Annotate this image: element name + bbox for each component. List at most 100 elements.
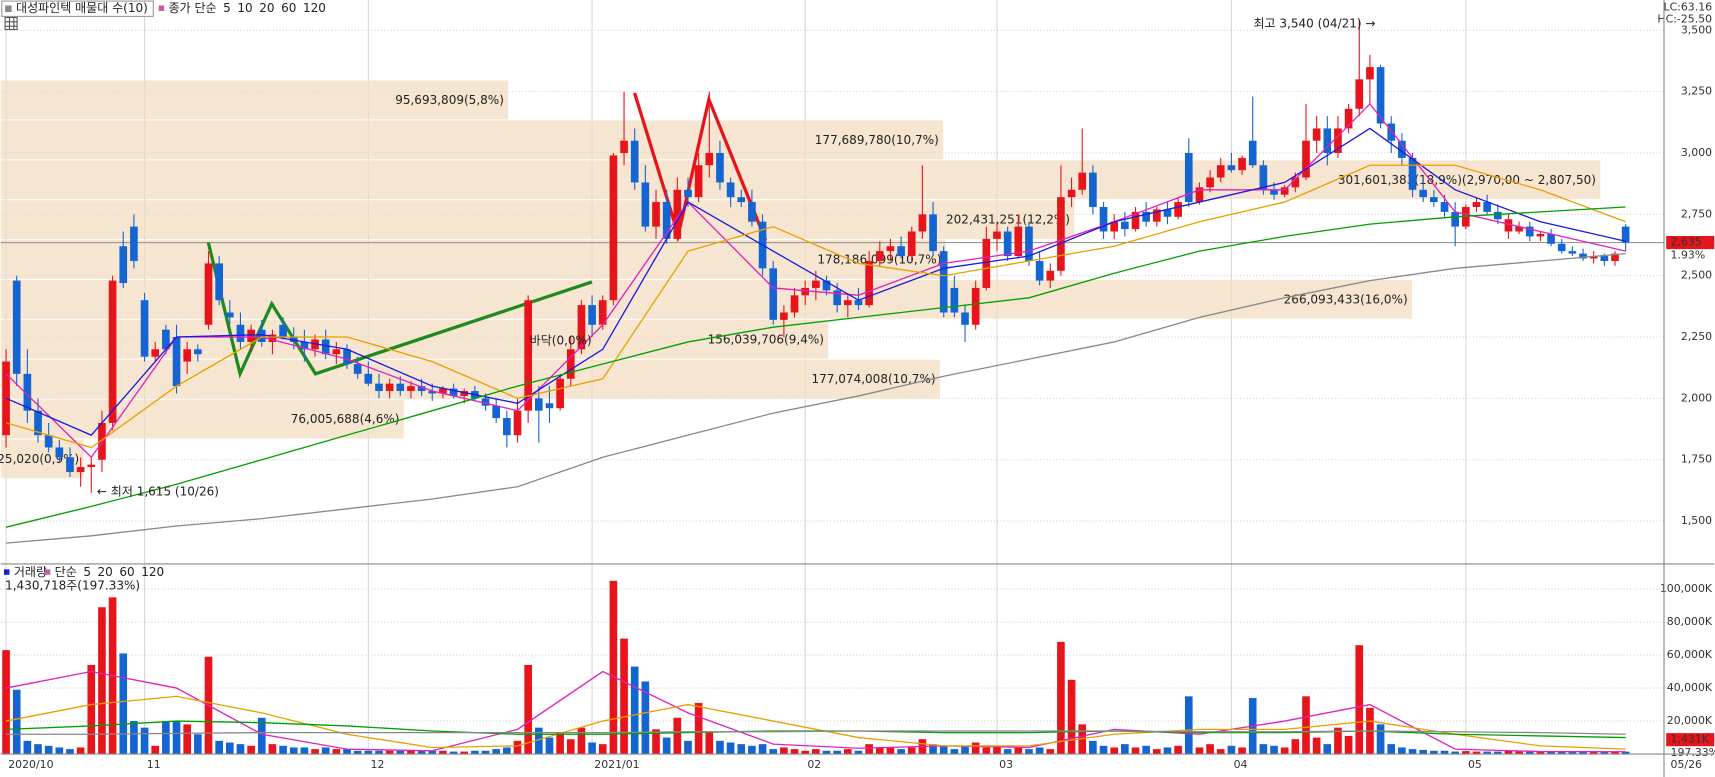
legend-entry: 60 (281, 1, 296, 15)
volume-bar (1536, 751, 1545, 755)
volume-bar (460, 751, 469, 755)
volume-bar (311, 749, 319, 755)
candle-body (1089, 172, 1097, 207)
volume-bar (215, 740, 223, 755)
candle-body (513, 410, 522, 436)
volume-profile-bar (0, 279, 1413, 319)
volume-bar (1334, 727, 1342, 755)
moving-average-line (5, 695, 1626, 750)
candle-body (524, 300, 532, 411)
candle-body (534, 398, 543, 411)
candle-body (268, 334, 277, 342)
volume-bar (886, 747, 895, 755)
volume-bar (1440, 750, 1449, 755)
candle-body (1259, 165, 1268, 190)
y-tick-label: 2,750 (1681, 207, 1712, 220)
candle-body (1099, 206, 1108, 232)
volume-bar (1089, 740, 1097, 755)
candle-body (780, 312, 788, 320)
candle-body (66, 457, 74, 473)
volume-bar (737, 744, 746, 755)
candle-body (1067, 189, 1076, 198)
volume-bar (652, 729, 660, 755)
candle-body (108, 280, 117, 423)
candle-body (385, 383, 394, 392)
candle-body (1355, 79, 1364, 109)
candle-body (1366, 67, 1374, 80)
candle-body (1142, 211, 1150, 222)
volume-bar (353, 750, 362, 755)
volume-bar (268, 744, 277, 755)
candle-body (44, 435, 53, 448)
volume-bar (1003, 749, 1012, 755)
x-tick-label: 02 (807, 758, 821, 771)
candle-body (1515, 226, 1523, 232)
volume-bar (971, 742, 980, 755)
volume-bar (588, 742, 596, 755)
candle-body (1398, 140, 1406, 158)
candle-body (215, 263, 223, 301)
volume-bar (66, 749, 74, 755)
volume-bar (449, 751, 458, 755)
volume-bar (492, 749, 501, 755)
volume-profile-bar (0, 200, 1075, 240)
y-tick-label: 100,000K (1660, 582, 1713, 595)
volume-bar (769, 749, 778, 755)
candle-body (1344, 108, 1353, 129)
volume-profile-label: 76,005,688(4,6%) (291, 412, 400, 426)
candle-body (1057, 197, 1065, 271)
volume-bar (843, 749, 852, 755)
candle-body (1291, 177, 1300, 188)
volume-bar (961, 745, 969, 755)
last-price-label: 2,635 (1671, 236, 1702, 249)
x-end-label: 05/26 (1671, 758, 1702, 771)
candle-body (1152, 209, 1161, 222)
toolbar-icon-grid (5, 17, 18, 30)
candle-body (503, 418, 511, 436)
candle-body (1238, 157, 1246, 171)
candle-body (460, 391, 469, 396)
y-tick-label: 3,000 (1681, 146, 1712, 159)
volume-bar (1600, 751, 1609, 755)
volume-bar (1611, 751, 1619, 755)
volume-bar (1483, 751, 1491, 755)
legend-entry: 5 (83, 565, 91, 579)
volume-bar (76, 747, 85, 755)
volume-bar (300, 747, 309, 755)
candle-body (577, 305, 586, 350)
volume-bar (1099, 745, 1108, 755)
legend-entry: 5 (223, 1, 231, 15)
candle-body (684, 189, 692, 198)
y-tick-label: 2,000 (1681, 391, 1712, 404)
candle-body (609, 155, 618, 301)
volume-bar (183, 724, 192, 755)
candle-body (151, 349, 160, 357)
volume-bar (1035, 747, 1044, 755)
legend-prefix: 단순 (55, 565, 77, 579)
moving-average-line (6, 730, 1626, 735)
volume-bar (1387, 744, 1396, 755)
volume-bar (87, 664, 96, 755)
volume-bar (822, 750, 831, 755)
volume-bar (513, 740, 522, 755)
candle-body (1472, 202, 1481, 207)
volume-bar (1174, 745, 1182, 755)
volume-title: 거래량 (14, 565, 47, 579)
toolbar-icon[interactable] (4, 16, 18, 31)
y-tick-label: 60,000K (1667, 648, 1713, 661)
volume-bar (1163, 747, 1172, 755)
candle-body (630, 140, 639, 183)
candle-body (1600, 256, 1609, 261)
volume-bar (534, 727, 543, 755)
candle-body (375, 383, 383, 392)
candle-body (716, 152, 724, 183)
volume-bar (524, 664, 532, 755)
candle-body (257, 329, 266, 342)
x-tick-label: 2020/10 (8, 758, 53, 771)
volume-bar (1142, 745, 1150, 755)
candle-body (1078, 172, 1087, 190)
candle-body (396, 383, 405, 392)
candle-body (875, 251, 884, 261)
volume-bar (1461, 751, 1470, 755)
